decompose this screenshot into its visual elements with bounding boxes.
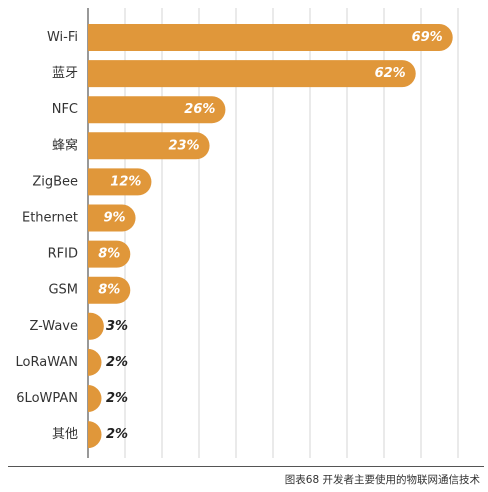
bar: [88, 132, 210, 160]
value-label: 12%: [110, 174, 141, 189]
value-label: 69%: [412, 30, 443, 45]
value-label: 9%: [103, 211, 125, 226]
bar: [88, 348, 102, 376]
bar: [88, 276, 131, 304]
category-label: 蜂窝: [52, 137, 78, 153]
value-label: 2%: [106, 427, 128, 442]
value-label: 8%: [98, 247, 120, 262]
category-label: LoRaWAN: [16, 355, 78, 370]
bar: [88, 60, 416, 88]
category-label: Z-Wave: [29, 319, 78, 334]
figure-caption: 图表68 开发者主要使用的物联网通信技术: [284, 474, 480, 486]
category-label: ZigBee: [32, 174, 78, 189]
bar: [88, 96, 226, 124]
category-label: 蓝牙: [52, 66, 78, 81]
category-label: Wi-Fi: [47, 30, 78, 45]
bar-chart: Wi-Fi 69% 蓝牙 62% NFC 26% 蜂窝 23% ZigBee 12% Etherne…: [16, 8, 459, 458]
bar: [88, 385, 102, 412]
category-label: NFC: [52, 102, 78, 117]
bar: [88, 24, 453, 51]
bar: [88, 168, 152, 196]
value-label: 62%: [375, 66, 406, 81]
bar: [88, 204, 136, 232]
value-label: 26%: [184, 102, 215, 117]
bar: [88, 312, 104, 340]
bottom-rule: [8, 466, 484, 467]
bars: [88, 24, 453, 449]
value-label: 2%: [106, 355, 128, 370]
category-label: RFID: [48, 247, 78, 262]
category-label: 其他: [52, 427, 78, 442]
bar: [88, 240, 131, 268]
bar: [88, 421, 102, 449]
category-label: GSM: [48, 283, 78, 298]
value-label: 2%: [106, 391, 128, 406]
value-label: 23%: [168, 138, 199, 153]
value-label: 3%: [106, 319, 128, 334]
category-label: Ethernet: [22, 211, 78, 226]
labels: Wi-Fi 69% 蓝牙 62% NFC 26% 蜂窝 23% ZigBee 12% Etherne…: [16, 30, 443, 442]
category-label: 6LoWPAN: [16, 391, 78, 406]
value-label: 8%: [98, 283, 120, 298]
